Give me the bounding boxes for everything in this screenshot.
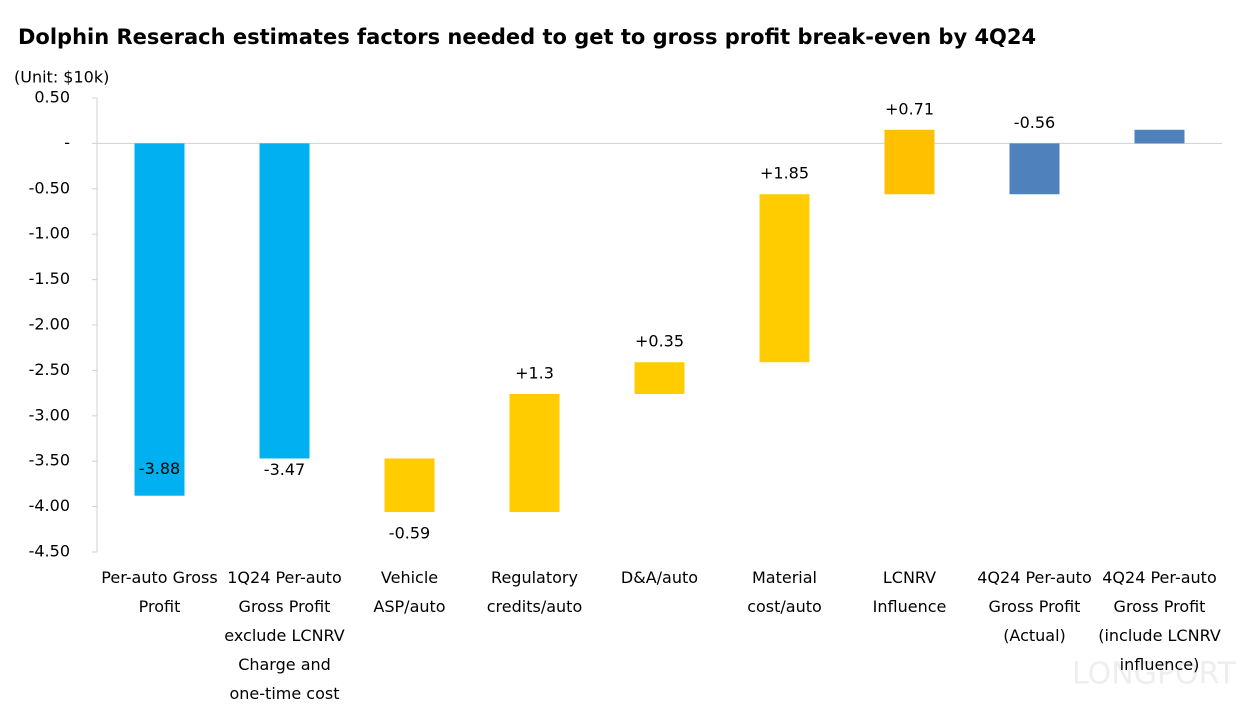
value-label: +0.35 bbox=[635, 332, 684, 351]
value-label: -0.56 bbox=[1014, 113, 1055, 132]
bar bbox=[884, 129, 935, 195]
x-tick-label: D&A/auto bbox=[620, 568, 699, 587]
value-label: +0.71 bbox=[885, 99, 934, 118]
y-tick-label: -1.00 bbox=[29, 224, 70, 243]
watermark: LONGPORT bbox=[1072, 657, 1236, 692]
value-label: +1.85 bbox=[760, 164, 809, 183]
chart-title: Dolphin Reserach estimates factors neede… bbox=[18, 25, 1036, 49]
bar bbox=[259, 143, 310, 459]
y-tick-label: -2.50 bbox=[29, 360, 70, 379]
y-tick-label: 0.50 bbox=[34, 88, 70, 107]
value-label: +1.3 bbox=[515, 364, 554, 383]
x-tick-label: Material cost/auto bbox=[747, 568, 822, 616]
y-tick-label: -0.50 bbox=[29, 178, 70, 197]
y-tick-label: -1.50 bbox=[29, 269, 70, 288]
bar bbox=[384, 458, 435, 513]
x-tick-label: LCNRV Influence bbox=[872, 568, 947, 616]
y-tick-label: -4.00 bbox=[29, 496, 70, 515]
bar bbox=[509, 394, 560, 513]
y-tick-label: -3.00 bbox=[29, 405, 70, 424]
bar bbox=[1009, 143, 1060, 195]
x-tick-label: Vehicle ASP/auto bbox=[373, 568, 446, 616]
bar bbox=[1134, 129, 1185, 144]
x-tick-label: Regulatory credits/auto bbox=[486, 568, 583, 616]
value-label: -3.88 bbox=[139, 459, 180, 478]
value-label: -0.59 bbox=[389, 524, 430, 543]
x-tick-label: 4Q24 Per-auto Gross Profit (include LCNR… bbox=[1098, 568, 1221, 674]
x-tick-label: Per-auto Gross Profit bbox=[101, 568, 218, 616]
bar bbox=[759, 194, 810, 363]
x-tick-label: 4Q24 Per-auto Gross Profit (Actual) bbox=[977, 568, 1092, 645]
y-tick-label: -3.50 bbox=[29, 451, 70, 470]
bar bbox=[634, 362, 685, 395]
y-tick-label: - bbox=[64, 133, 70, 152]
y-tick-label: -2.00 bbox=[29, 315, 70, 334]
y-unit-label: (Unit: $10k) bbox=[14, 68, 109, 87]
y-tick-label: -4.50 bbox=[29, 542, 70, 561]
value-label: -3.47 bbox=[264, 460, 305, 479]
bar bbox=[134, 143, 185, 496]
x-tick-label: 1Q24 Per-auto Gross Profit exclude LCNRV… bbox=[224, 568, 345, 703]
